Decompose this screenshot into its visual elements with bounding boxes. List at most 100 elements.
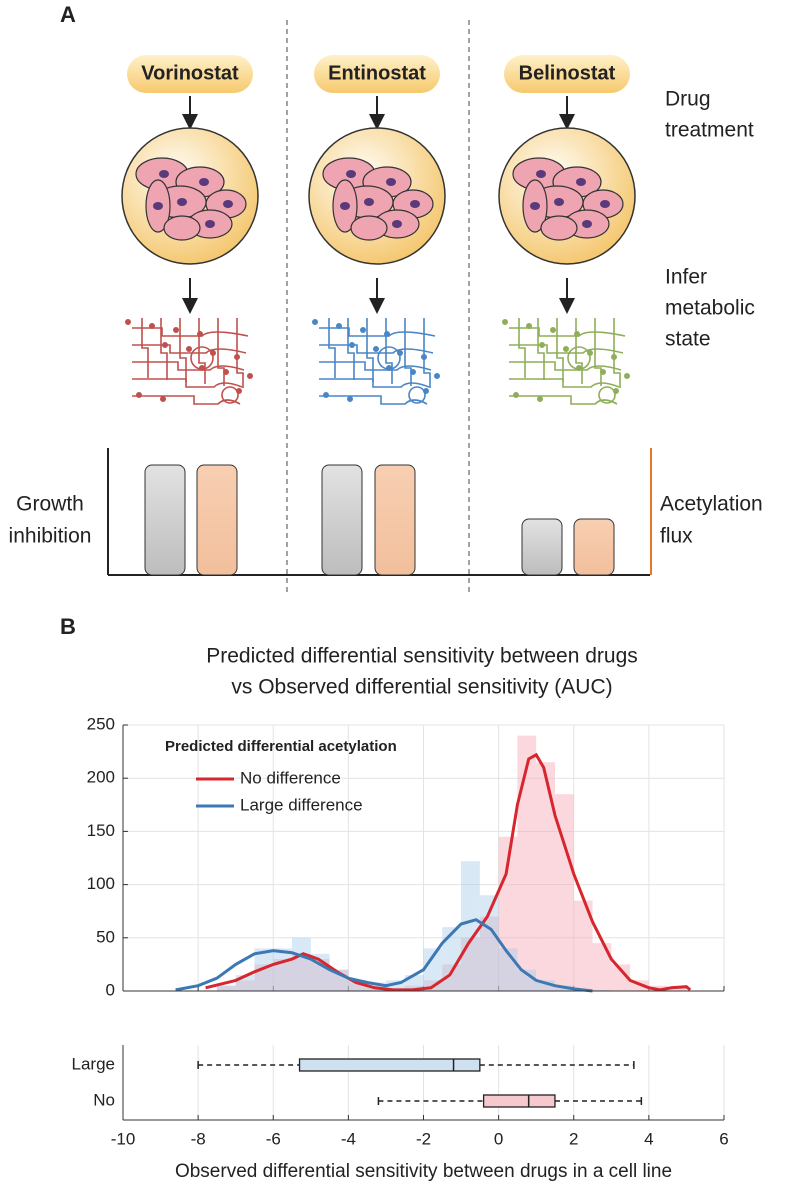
network-edge xyxy=(556,318,564,382)
network-node xyxy=(160,395,167,402)
network-node xyxy=(586,349,593,356)
histogram-bar xyxy=(611,964,631,991)
bar-shape xyxy=(196,464,238,576)
histogram-bar xyxy=(498,836,518,991)
network-node xyxy=(598,386,616,404)
network-node xyxy=(383,330,390,337)
chart-title: Predicted differential sensitivity betwe… xyxy=(206,645,638,668)
histogram-bar xyxy=(423,948,443,991)
network-node xyxy=(538,341,545,348)
histogram-bar xyxy=(517,969,537,991)
nucleus xyxy=(340,202,350,210)
network-node xyxy=(575,364,582,371)
y-tick-label: No xyxy=(93,1090,115,1109)
network-edge xyxy=(518,318,526,378)
network-edge xyxy=(132,327,249,337)
network-node xyxy=(197,330,204,337)
network-edge xyxy=(366,318,374,382)
histogram-bar xyxy=(517,735,537,991)
x-tick-label: -10 xyxy=(111,1129,136,1148)
network-node xyxy=(433,372,440,379)
network-node xyxy=(346,395,353,402)
network-node xyxy=(311,318,318,325)
x-tick-label: 4 xyxy=(644,1129,653,1148)
network-node xyxy=(247,372,254,379)
network-node xyxy=(422,387,429,394)
histogram-bar xyxy=(442,964,462,991)
stage-label: state xyxy=(665,328,711,351)
network-node xyxy=(223,368,230,375)
axis-label: Acetylation xyxy=(660,493,763,516)
y-tick-label: 250 xyxy=(87,714,115,733)
network-edge xyxy=(594,318,602,386)
drug-name: Entinostat xyxy=(328,62,426,84)
histogram-bar xyxy=(292,953,311,991)
density-line xyxy=(175,918,593,993)
bar-shape xyxy=(521,518,563,576)
legend-title: Predicted differential acetylation xyxy=(165,738,397,755)
network-node xyxy=(525,322,532,329)
stage-label: metabolic xyxy=(665,297,755,320)
legend-label: No difference xyxy=(240,768,341,787)
panel-label: B xyxy=(60,614,76,639)
network-edge xyxy=(347,318,355,380)
chart-title: vs Observed differential sensitivity (AU… xyxy=(231,676,612,699)
network-edge xyxy=(132,378,243,388)
histogram-bar xyxy=(573,900,593,991)
network-node xyxy=(236,387,243,394)
axis-label: inhibition xyxy=(9,525,92,548)
histogram-bar xyxy=(216,985,236,991)
drug-pill xyxy=(127,55,253,93)
network-node xyxy=(536,395,543,402)
network-edge xyxy=(217,318,225,386)
network-node xyxy=(136,391,143,398)
nucleus xyxy=(159,170,169,178)
bar-shape xyxy=(374,464,416,576)
histogram-bar xyxy=(554,794,574,991)
x-tick-label: -4 xyxy=(341,1129,356,1148)
nucleus xyxy=(576,178,586,186)
nucleus xyxy=(530,202,540,210)
network-node xyxy=(512,391,519,398)
network-node xyxy=(599,368,606,375)
nucleus xyxy=(223,200,233,208)
axis-label: flux xyxy=(660,525,693,548)
histogram-bar xyxy=(667,987,687,991)
network-node xyxy=(149,322,156,329)
network-node xyxy=(234,353,241,360)
histogram-bar xyxy=(592,989,612,991)
x-tick-label: 2 xyxy=(569,1129,578,1148)
network-edge xyxy=(509,378,620,388)
nucleus xyxy=(554,198,564,206)
network-edge xyxy=(141,318,149,378)
network-edge xyxy=(423,318,431,388)
drug-name: Belinostat xyxy=(519,62,616,84)
y-tick-label: 150 xyxy=(87,821,115,840)
nucleus xyxy=(205,220,215,228)
axis-label: Growth xyxy=(16,493,84,516)
network-node xyxy=(125,318,132,325)
legend-label: Large difference xyxy=(240,795,363,814)
network xyxy=(311,318,440,405)
histogram-bar xyxy=(442,927,462,991)
x-tick-label: 6 xyxy=(719,1129,728,1148)
histogram-bar xyxy=(216,985,236,991)
histogram-bar xyxy=(292,937,311,991)
network-edge xyxy=(575,318,583,384)
x-tick-label: 0 xyxy=(494,1129,503,1148)
network-edge xyxy=(509,327,626,337)
stage-label: Drug xyxy=(665,88,711,111)
network-edge xyxy=(613,318,621,388)
bars-a xyxy=(144,464,615,576)
network-node xyxy=(573,330,580,337)
network-node xyxy=(396,349,403,356)
histogram-bar xyxy=(348,980,368,991)
network-node xyxy=(562,345,569,352)
network-node xyxy=(549,326,556,333)
x-axis-label: Observed differential sensitivity betwee… xyxy=(175,1161,672,1182)
network-node xyxy=(385,364,392,371)
x-tick-label: -8 xyxy=(191,1129,206,1148)
y-tick-label: 200 xyxy=(87,768,115,787)
